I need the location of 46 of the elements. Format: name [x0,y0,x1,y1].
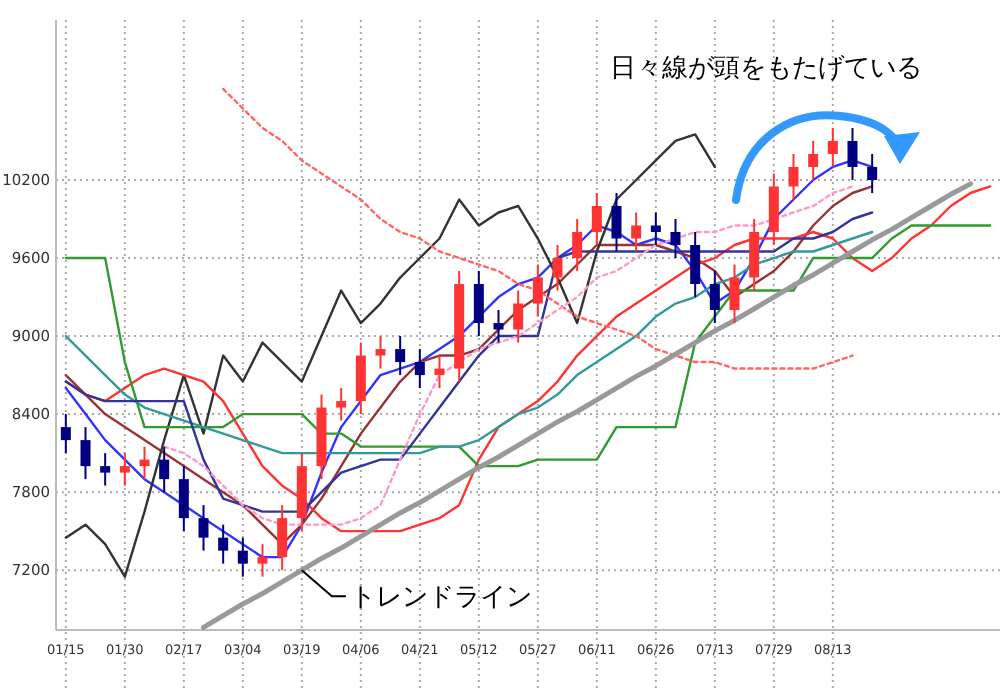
candlestick [532,263,543,318]
candlestick [631,211,642,253]
candlestick [395,335,406,377]
candlestick [198,504,209,552]
candlestick [493,309,504,344]
candlestick [670,218,681,260]
line-series [64,133,717,578]
candlestick [218,523,229,565]
candlestick [729,263,740,325]
candlestick [375,335,386,370]
candlestick [847,126,858,181]
candlestick [119,452,130,487]
candlestick [80,426,91,481]
candlestick [749,218,760,292]
candlestick [867,152,878,194]
candlestick [827,126,838,168]
candlestick [257,543,268,578]
candlestick [414,348,425,390]
candlestick [100,452,111,487]
candlestick [178,465,189,533]
candlestick [139,445,150,481]
candlestick [788,152,799,201]
candlestick [513,289,524,344]
line-series [221,87,854,370]
candlestick [709,270,720,325]
candlestick [572,218,583,273]
line-series [64,224,992,468]
line-series [64,211,874,513]
candlestick [690,231,701,299]
line-series [201,181,973,630]
candlestick [808,139,819,181]
candlestick [277,504,288,572]
candlestick [552,244,563,292]
candlestick [611,191,622,253]
annotation: トレンドライン [349,583,532,614]
line-series [64,230,874,455]
candlestick [159,445,170,494]
candlestick [591,191,602,247]
candlestick [355,341,366,416]
candlestick [650,211,661,247]
candlestick [336,387,347,422]
candlestick [434,354,445,390]
candlestick [473,270,484,338]
candlestick [60,413,71,455]
candlestick [237,536,248,578]
annotation: 日々線が頭をもたげている [610,54,922,84]
